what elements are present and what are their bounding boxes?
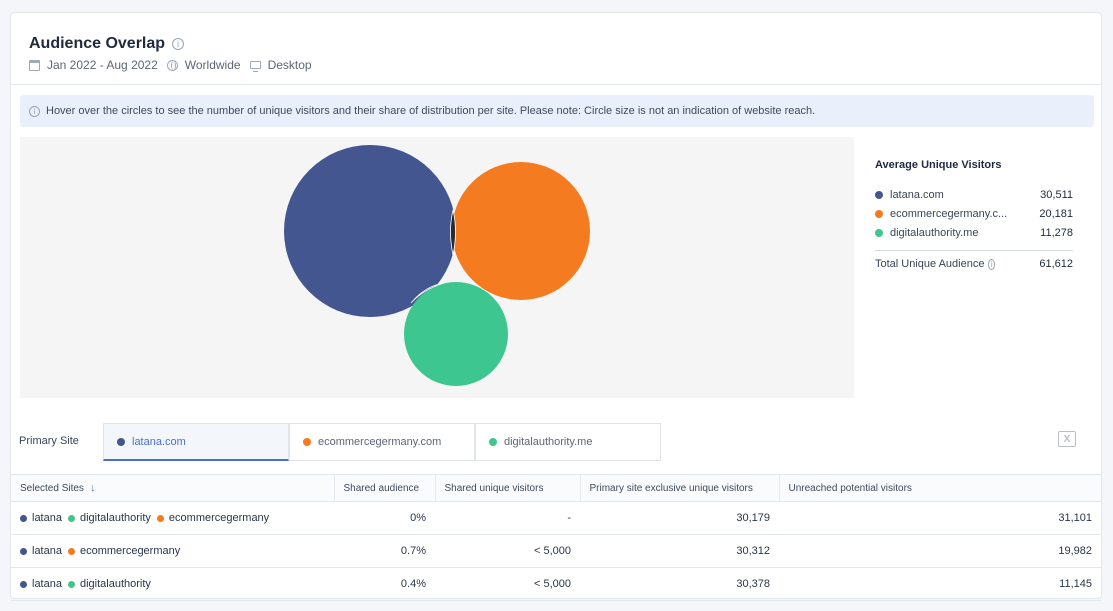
info-icon[interactable]: i xyxy=(172,38,185,50)
site-chip: ecommercegermany xyxy=(156,512,270,524)
cell-exclusive: 30,179 xyxy=(580,501,779,535)
site-chip: latana xyxy=(20,545,62,557)
site-dot xyxy=(489,438,497,446)
filter-summary: Jan 2022 - Aug 2022 Worldwide Desktop xyxy=(29,58,1101,72)
site-chip: ecommercegermany xyxy=(67,545,181,557)
tab-primary-site[interactable]: ecommercegermany.com xyxy=(289,423,475,461)
table-row[interactable]: latana digitalauthority ecommercegermany 0… xyxy=(11,501,1101,535)
info-icon[interactable]: i xyxy=(988,258,995,270)
info-icon: i xyxy=(29,105,40,117)
cell-shared-audience: 0% xyxy=(334,501,435,535)
circle-digitalauthority[interactable] xyxy=(404,282,508,386)
cell-unreached: 19,982 xyxy=(779,534,1101,568)
cell-unreached: 11,145 xyxy=(779,567,1101,601)
sort-down-icon[interactable]: ↓ xyxy=(89,482,96,494)
site-dot xyxy=(67,547,75,555)
site-name: ecommercegermany xyxy=(79,545,181,557)
overlap-latana-digitalauthority[interactable] xyxy=(410,282,445,304)
primary-site-label: Primary Site xyxy=(19,435,79,447)
date-range: Jan 2022 - Aug 2022 xyxy=(47,58,158,72)
site-name: ecommercegermany xyxy=(168,512,270,524)
cell-sites: latana digitalauthority ecommercegermany xyxy=(11,501,334,535)
total-label: Total Unique Audience xyxy=(875,258,985,270)
venn-svg xyxy=(284,145,590,386)
cell-shared-audience: 0.4% xyxy=(334,567,435,601)
desktop-icon xyxy=(249,61,261,72)
site-chip: digitalauthority xyxy=(67,512,151,524)
site-dot xyxy=(156,514,164,522)
legend-total: Total Unique Audience i 61,612 xyxy=(875,250,1073,270)
legend-title: Average Unique Visitors xyxy=(875,159,1002,171)
device: Desktop xyxy=(267,58,312,72)
tab-label: ecommercegermany.com xyxy=(318,436,442,448)
site-dot xyxy=(67,514,75,522)
total-value: 61,612 xyxy=(1039,258,1073,270)
legend-item-value: 20,181 xyxy=(1039,207,1073,220)
region: Worldwide xyxy=(184,58,241,72)
legend-dot xyxy=(875,228,883,237)
excel-export-icon[interactable]: X xyxy=(1058,431,1076,447)
tab-primary-site[interactable]: latana.com xyxy=(103,423,289,461)
legend-item-name: ecommercegermany.c... xyxy=(890,207,1008,220)
cell-exclusive: 30,378 xyxy=(580,567,779,601)
cell-shared-audience: 0.7% xyxy=(334,534,435,568)
circle-ecommercegermany[interactable] xyxy=(452,162,590,300)
cell-shared-unique: < 5,000 xyxy=(435,534,580,568)
cell-sites: latana digitalauthority xyxy=(11,567,334,601)
col-shared-unique-visitors[interactable]: Shared unique visitors xyxy=(435,474,581,502)
cell-shared-unique: - xyxy=(435,501,580,535)
site-dot xyxy=(20,580,27,588)
legend-item-name: digitalauthority.me xyxy=(890,226,979,239)
site-name: latana xyxy=(32,512,62,524)
legend-item-value: 11,278 xyxy=(1040,226,1073,239)
cell-sites: latana ecommercegermany xyxy=(11,534,334,568)
venn-legend: Average Unique Visitors latana.com 30,511… xyxy=(875,159,1073,270)
venn-diagram xyxy=(20,137,854,398)
legend-item: ecommercegermany.c... 20,181 xyxy=(875,204,1073,223)
tab-label: latana.com xyxy=(132,435,186,448)
site-chip: digitalauthority xyxy=(67,578,151,590)
site-name: latana xyxy=(32,578,62,590)
circle-latana[interactable] xyxy=(284,145,456,317)
cell-unreached: 31,101 xyxy=(779,501,1101,535)
globe-icon xyxy=(166,59,178,71)
notice-text: Hover over the circles to see the number… xyxy=(46,105,816,117)
col-exclusive-visitors[interactable]: Primary site exclusive unique visitors xyxy=(580,474,780,502)
table-row[interactable]: latana digitalauthority 0.4% < 5,000 30,3… xyxy=(11,567,1101,601)
site-dot xyxy=(67,580,75,588)
site-name: latana xyxy=(32,545,62,557)
site-dot xyxy=(20,547,27,555)
primary-site-selector: Primary Site latana.com ecommercegermany.… xyxy=(11,423,1101,461)
page-title: Audience Overlap xyxy=(29,35,166,52)
legend-item-name: latana.com xyxy=(890,188,944,201)
site-chip: latana xyxy=(20,578,62,590)
site-dot xyxy=(303,438,311,446)
tab-label: digitalauthority.me xyxy=(504,436,593,448)
calendar-icon xyxy=(29,59,40,71)
site-name: digitalauthority xyxy=(79,578,151,590)
site-dot xyxy=(20,514,27,522)
overlap-table: Selected Sites ↓ Shared audience Shared u… xyxy=(11,474,1101,601)
audience-overlap-card: Audience Overlap i Jan 2022 - Aug 2022 W… xyxy=(10,12,1102,601)
table-row[interactable]: latana ecommercegermany 0.7% < 5,000 30,3… xyxy=(11,534,1101,568)
legend-item: latana.com 30,511 xyxy=(875,185,1073,204)
hover-notice: i Hover over the circles to see the numb… xyxy=(20,95,1094,127)
col-selected-sites[interactable]: Selected Sites ↓ xyxy=(11,474,335,502)
col-unreached-visitors[interactable]: Unreached potential visitors xyxy=(779,474,1101,502)
card-header: Audience Overlap i Jan 2022 - Aug 2022 W… xyxy=(11,13,1101,85)
site-dot xyxy=(117,437,125,446)
overlap-latana-ecommercegermany[interactable] xyxy=(450,209,456,256)
legend-item: digitalauthority.me 11,278 xyxy=(875,223,1073,242)
legend-dot xyxy=(875,190,883,199)
col-shared-audience[interactable]: Shared audience xyxy=(334,474,436,502)
cell-exclusive: 30,312 xyxy=(580,534,779,568)
cell-shared-unique: < 5,000 xyxy=(435,567,580,601)
legend-dot xyxy=(875,209,883,218)
site-name: digitalauthority xyxy=(79,512,151,524)
site-chip: latana xyxy=(20,512,62,524)
legend-item-value: 30,511 xyxy=(1040,188,1073,201)
tab-primary-site[interactable]: digitalauthority.me xyxy=(475,423,661,461)
